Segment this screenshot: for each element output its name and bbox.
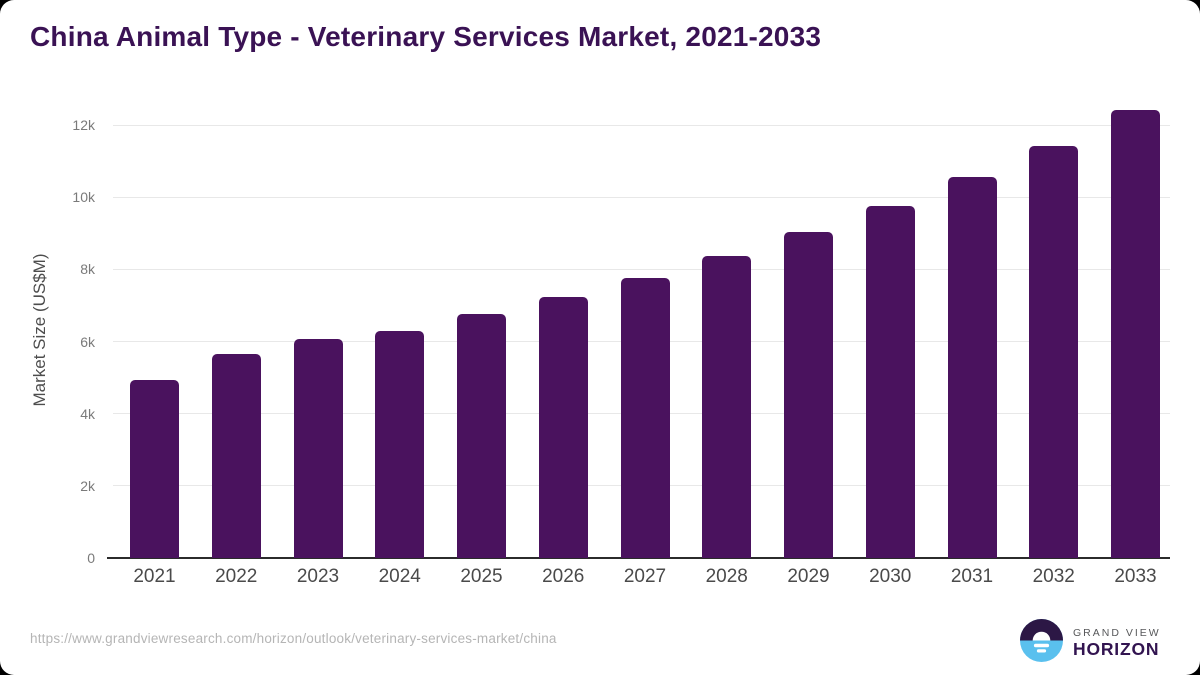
brand-logo-line1: GRAND VIEW bbox=[1073, 626, 1161, 639]
y-tick-label: 12k bbox=[72, 117, 95, 134]
x-tick-label: 2031 bbox=[950, 566, 994, 587]
x-tick-label: 2023 bbox=[296, 566, 340, 587]
x-tick-label: 2025 bbox=[460, 566, 503, 587]
y-tick-label: 2k bbox=[80, 477, 95, 494]
y-tick-label: 4k bbox=[80, 405, 95, 422]
bar-2026 bbox=[538, 297, 588, 558]
bar-2027 bbox=[620, 278, 670, 558]
bar-2029 bbox=[784, 232, 833, 558]
x-tick-label: 2033 bbox=[1114, 566, 1157, 587]
y-tick-label: 8k bbox=[80, 261, 95, 278]
bar-2021 bbox=[130, 380, 179, 558]
y-tick-label: 10k bbox=[72, 189, 95, 206]
plot-area bbox=[107, 100, 1170, 559]
bar-2033 bbox=[1111, 110, 1160, 558]
x-tick-label: 2026 bbox=[542, 566, 585, 587]
bar-2028 bbox=[702, 256, 752, 558]
x-tick-label: 2024 bbox=[378, 566, 421, 587]
bar-2023 bbox=[293, 339, 343, 558]
bar-2024 bbox=[375, 331, 425, 558]
grand-view-horizon-logo-icon bbox=[1020, 619, 1063, 667]
brand-logo: GRAND VIEW HORIZON bbox=[1020, 619, 1161, 667]
x-axis-line bbox=[107, 557, 1170, 559]
brand-logo-text: GRAND VIEW HORIZON bbox=[1073, 626, 1161, 659]
y-tick-label: 6k bbox=[80, 333, 95, 350]
gridline bbox=[113, 124, 1170, 126]
bar-2025 bbox=[457, 314, 506, 558]
x-tick-label: 2022 bbox=[215, 566, 258, 587]
bar-2030 bbox=[865, 206, 915, 558]
x-tick-label: 2028 bbox=[705, 566, 748, 587]
source-url: https://www.grandviewresearch.com/horizo… bbox=[30, 631, 557, 646]
y-tick-label: 0 bbox=[87, 550, 95, 566]
brand-logo-line2: HORIZON bbox=[1073, 639, 1160, 659]
x-tick-label: 2029 bbox=[787, 566, 830, 587]
gridline bbox=[113, 268, 1170, 270]
x-tick-label: 2021 bbox=[133, 566, 176, 587]
x-tick-label: 2027 bbox=[623, 566, 667, 587]
x-tick-label: 2032 bbox=[1032, 566, 1075, 587]
chart-title: China Animal Type - Veterinary Services … bbox=[30, 21, 822, 52]
bar-2031 bbox=[947, 177, 997, 558]
bar-2022 bbox=[211, 354, 261, 558]
x-tick-label: 2030 bbox=[869, 566, 912, 587]
bar-2032 bbox=[1029, 146, 1079, 558]
gridline bbox=[113, 196, 1170, 198]
